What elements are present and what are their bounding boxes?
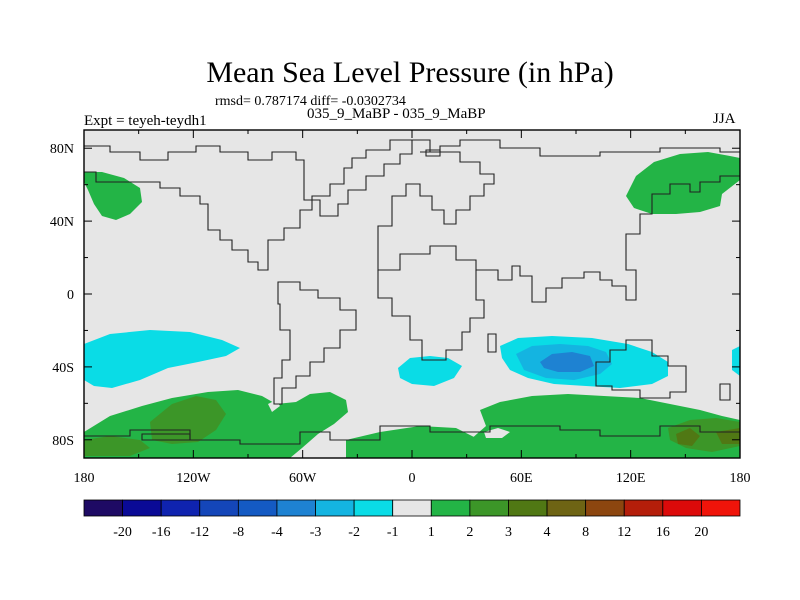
x-tick-label: 60W (289, 471, 317, 486)
chart-title: Mean Sea Level Pressure (in hPa) (206, 56, 614, 89)
colorbar-swatch (353, 499, 394, 517)
colorbar-swatch (546, 499, 587, 517)
colorbar-swatch (623, 499, 664, 517)
coastlines (84, 139, 740, 445)
contour-darkgreen-southwest (150, 396, 226, 444)
colorbar-label: -8 (233, 525, 245, 540)
colorbar-label: 4 (544, 525, 551, 540)
stats-line: rmsd= 0.787174 diff= -0.0302734 (215, 94, 406, 109)
season-label: JJA (713, 111, 736, 127)
colorbar-swatch (122, 499, 162, 517)
x-tick-label: 120E (616, 471, 646, 486)
colorbar-label: -4 (271, 525, 283, 540)
colorbar-swatch (430, 499, 471, 517)
colorbar-label: -12 (190, 525, 209, 540)
x-tick-label: 120W (176, 471, 211, 486)
colorbar-swatch (83, 499, 123, 517)
coastline-madagascar (487, 333, 497, 353)
colorbar-swatch (701, 499, 741, 517)
colorbar-swatch (469, 499, 509, 517)
colorbar-label: -1 (387, 525, 399, 540)
colorbar-label: 1 (428, 525, 435, 540)
colorbar-label: -3 (310, 525, 322, 540)
contour-cyan-east-edge (732, 346, 740, 376)
colorbar-label: 8 (582, 525, 589, 540)
colorbar-label: -20 (113, 525, 132, 540)
experiment-label: Expt = teyeh-teydh1 (84, 113, 207, 129)
colorbar-swatch (392, 499, 432, 517)
contour-green-southeast (470, 394, 740, 458)
coastline-africa (377, 270, 485, 361)
colorbar-swatch (237, 499, 278, 517)
colorbar-label: 16 (656, 525, 670, 540)
contour-green-lake-2 (268, 400, 280, 412)
contour-green-south-center (346, 426, 476, 458)
colorbar: -20 -16 -12 -8 -4 -3 -2 -1 1 2 3 4 8 12 16 20 (83, 499, 741, 540)
x-tick-label: 0 (409, 471, 416, 486)
axis-ticks: 180 120W 60W 0 60E 120E 180 80N 40N 0 40S 80S (50, 130, 751, 486)
colorbar-swatch (160, 499, 201, 517)
comparison-label: 035_9_MaBP - 035_9_MaBP (307, 106, 486, 122)
coastline-south-america (273, 281, 357, 405)
contour-cyan-southpacific (84, 330, 240, 388)
colorbar-swatch (585, 499, 625, 517)
contour-darkblue-indian (540, 352, 594, 372)
colorbar-swatch (276, 499, 316, 517)
coastline-greenland (425, 149, 441, 157)
y-tick-label: 80N (50, 142, 74, 157)
colorbar-swatch (662, 499, 702, 517)
y-tick-label: 0 (67, 288, 74, 303)
coastline-arctic (420, 139, 740, 157)
colorbar-swatch (199, 499, 239, 517)
contour-olive-southeast (676, 428, 700, 446)
colorbar-label: -16 (152, 525, 171, 540)
x-tick-label: 60E (510, 471, 533, 486)
colorbar-swatch (315, 499, 355, 517)
coastline-eurasia (377, 139, 740, 303)
colorbar-label: 12 (617, 525, 631, 540)
y-tick-label: 40S (52, 361, 74, 376)
colorbar-label: 20 (694, 525, 708, 540)
y-tick-label: 40N (50, 215, 74, 230)
x-tick-label: 180 (74, 471, 95, 486)
contour-cyan-southatlantic (398, 356, 462, 386)
coastline-australia (595, 339, 687, 399)
colorbar-swatch (508, 499, 548, 517)
coastline-newzealand (719, 383, 731, 401)
colorbar-label: -2 (348, 525, 360, 540)
y-tick-label: 80S (52, 434, 74, 449)
coastline-north-america (84, 139, 413, 271)
contour-green-alaska (84, 172, 142, 220)
x-tick-label: 180 (730, 471, 751, 486)
coastline-antarctic-box (141, 433, 191, 441)
colorbar-label: 2 (466, 525, 473, 540)
coastline-antarctica (84, 425, 740, 445)
colorbar-label: 3 (505, 525, 512, 540)
contour-green-siberia (626, 152, 740, 214)
contour-darkgreen-southwest-2 (84, 436, 150, 456)
